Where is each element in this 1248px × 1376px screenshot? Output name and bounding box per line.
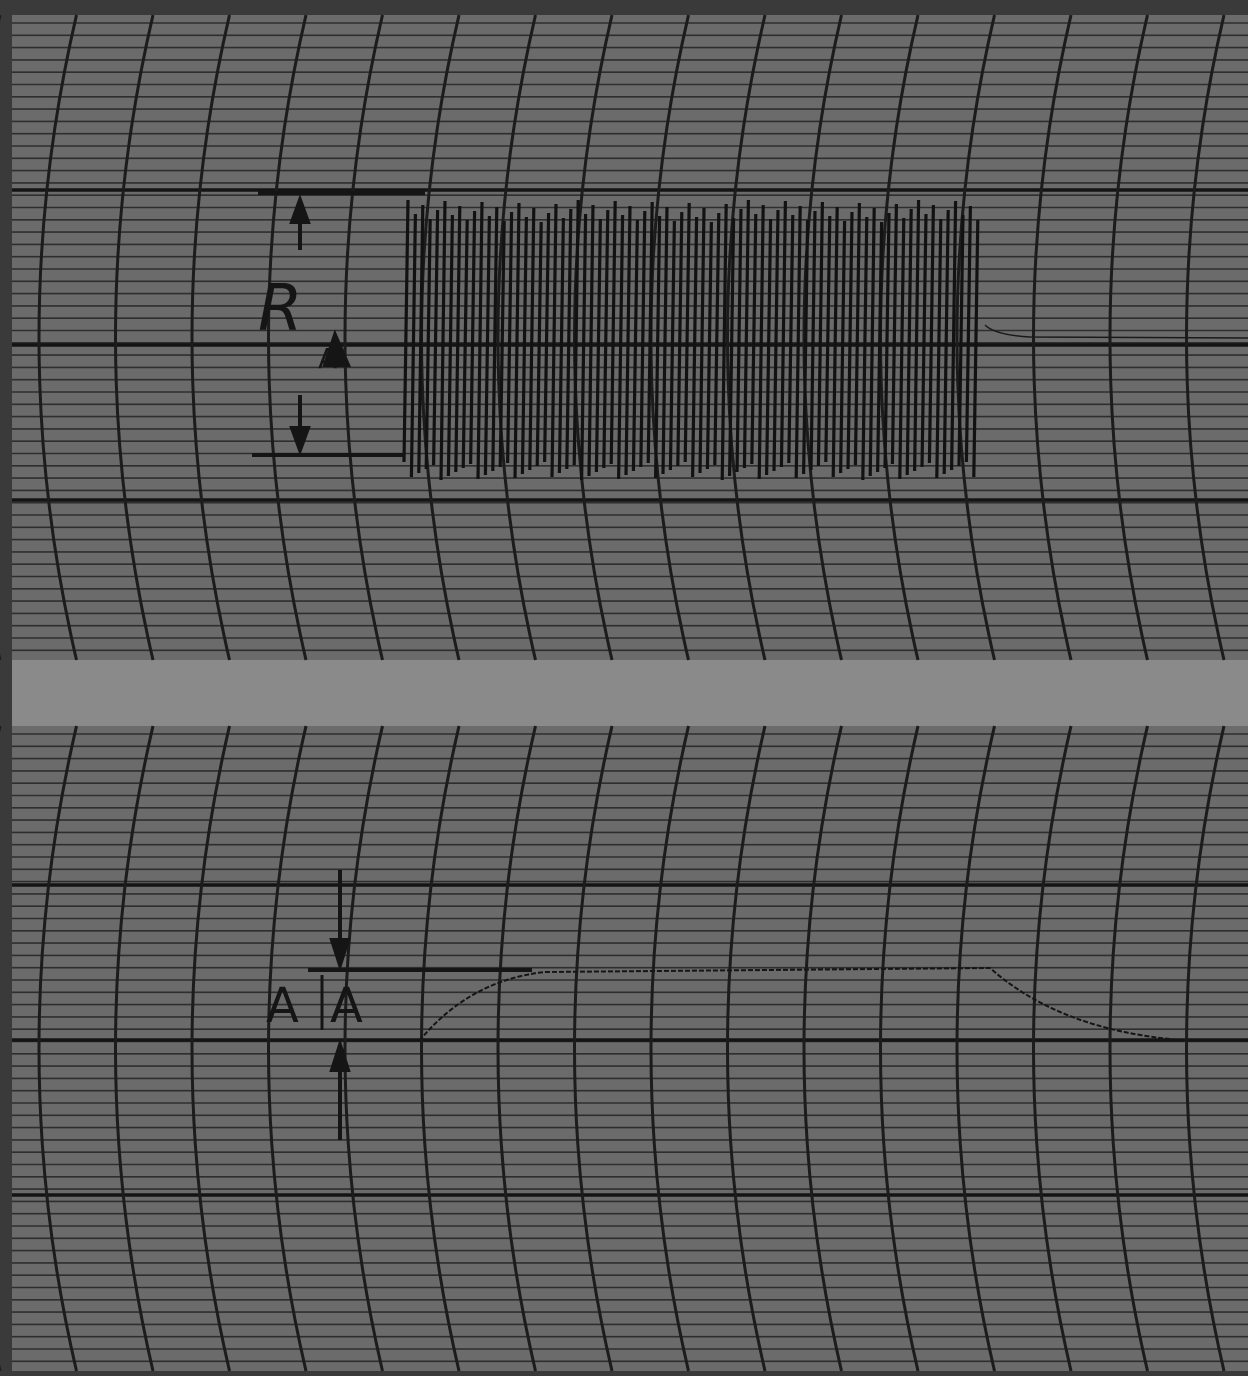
bottom-label: A (330, 978, 363, 1034)
page: R A A A (() => { const data = JSON.parse… (0, 0, 1248, 1376)
bottom-paper (12, 726, 1248, 1371)
top-subscript: A (318, 342, 337, 375)
bottom-label: A (266, 978, 299, 1034)
top-label: R (258, 272, 302, 346)
chart-paper-photo: R A A A (0, 0, 1248, 1376)
paper-gap (12, 660, 1248, 726)
